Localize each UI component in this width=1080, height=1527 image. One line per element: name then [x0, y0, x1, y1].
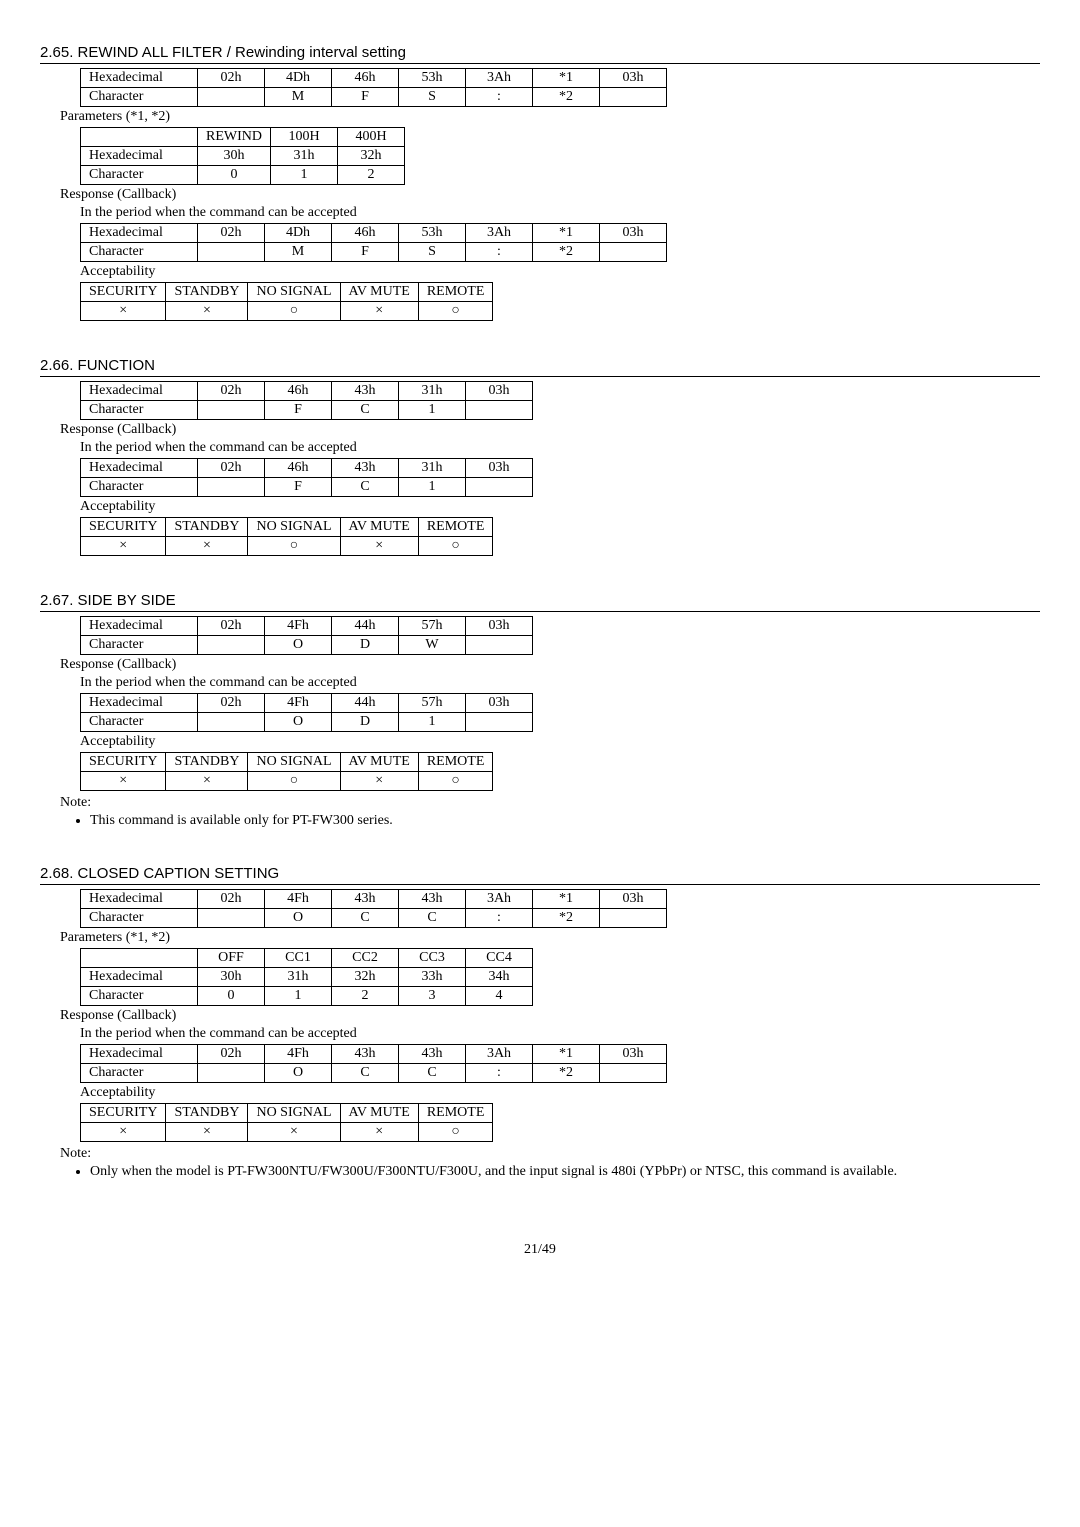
command-table: Hexadecimal02h4Fh43h43h3Ah*103hCharacter…: [80, 889, 667, 928]
response-label: Response (Callback): [60, 1008, 1040, 1024]
period-label: In the period when the command can be ac…: [80, 205, 1040, 221]
params-label: Parameters (*1, *2): [60, 930, 1040, 946]
params-table: OFFCC1CC2CC3CC4Hexadecimal30h31h32h33h34…: [80, 948, 533, 1006]
note-block: Note:Only when the model is PT-FW300NTU/…: [60, 1146, 1040, 1180]
section-title: 2.65. REWIND ALL FILTER / Rewinding inte…: [40, 44, 1040, 64]
command-table: Hexadecimal02h4Dh46h53h3Ah*103hCharacter…: [80, 68, 667, 107]
command-table: Hexadecimal02h46h43h31h03hCharacterFC1: [80, 458, 533, 497]
accept-table: SECURITYSTANDBYNO SIGNALAV MUTEREMOTE××○…: [80, 752, 493, 791]
note-item: This command is available only for PT-FW…: [90, 813, 1040, 829]
period-label: In the period when the command can be ac…: [80, 675, 1040, 691]
accept-label: Acceptability: [80, 264, 1040, 280]
params-label: Parameters (*1, *2): [60, 109, 1040, 125]
command-table: Hexadecimal02h4Fh44h57h03hCharacterODW: [80, 616, 533, 655]
note-block: Note:This command is available only for …: [60, 795, 1040, 829]
response-label: Response (Callback): [60, 422, 1040, 438]
note-item: Only when the model is PT-FW300NTU/FW300…: [90, 1164, 1040, 1180]
accept-label: Acceptability: [80, 1085, 1040, 1101]
command-table: Hexadecimal02h4Fh43h43h3Ah*103hCharacter…: [80, 1044, 667, 1083]
params-table: REWIND100H400HHexadecimal30h31h32hCharac…: [80, 127, 405, 185]
command-table: Hexadecimal02h4Fh44h57h03hCharacterOD1: [80, 693, 533, 732]
period-label: In the period when the command can be ac…: [80, 440, 1040, 456]
accept-label: Acceptability: [80, 499, 1040, 515]
command-table: Hexadecimal02h46h43h31h03hCharacterFC1: [80, 381, 533, 420]
section-title: 2.66. FUNCTION: [40, 357, 1040, 377]
accept-table: SECURITYSTANDBYNO SIGNALAV MUTEREMOTE××○…: [80, 282, 493, 321]
command-table: Hexadecimal02h4Dh46h53h3Ah*103hCharacter…: [80, 223, 667, 262]
accept-label: Acceptability: [80, 734, 1040, 750]
period-label: In the period when the command can be ac…: [80, 1026, 1040, 1042]
accept-table: SECURITYSTANDBYNO SIGNALAV MUTEREMOTE×××…: [80, 1103, 493, 1142]
section-title: 2.67. SIDE BY SIDE: [40, 592, 1040, 612]
response-label: Response (Callback): [60, 657, 1040, 673]
response-label: Response (Callback): [60, 187, 1040, 203]
section-title: 2.68. CLOSED CAPTION SETTING: [40, 865, 1040, 885]
accept-table: SECURITYSTANDBYNO SIGNALAV MUTEREMOTE××○…: [80, 517, 493, 556]
page-number: 21/49: [40, 1242, 1040, 1258]
